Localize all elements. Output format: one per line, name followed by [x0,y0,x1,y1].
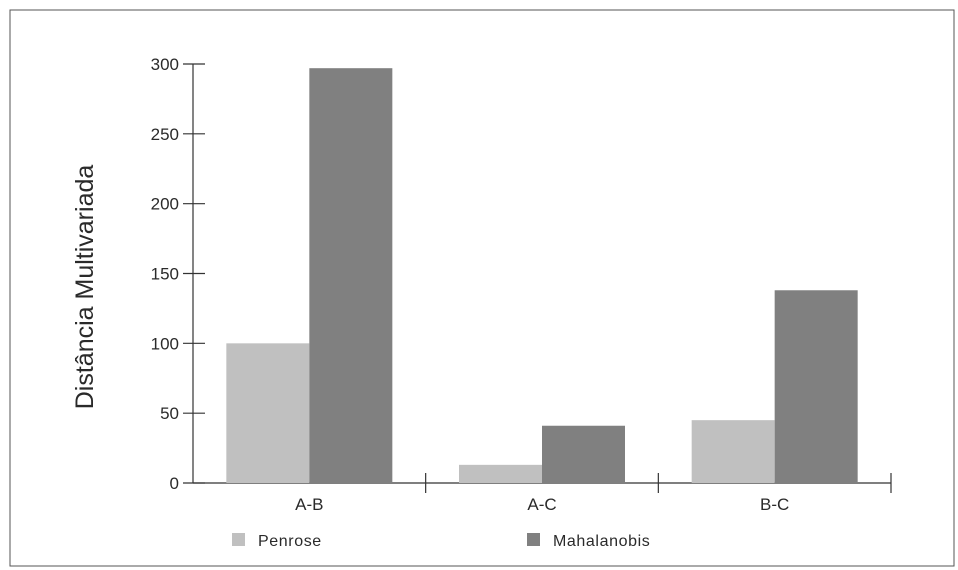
y-tick-label: 150 [151,265,179,284]
legend-label-penrose: Penrose [258,533,322,550]
legend: Penrose Mahalanobis [232,533,650,550]
y-axis-label: Distância Multivariada [71,165,99,410]
plot-area: 0 50 100 150 200 250 300 A-B A-C B-C [151,55,892,514]
legend-swatch-mahalanobis [527,533,540,546]
legend-label-mahalanobis: Mahalanobis [553,533,650,550]
x-tick-label: A-C [527,495,556,514]
y-tick-label: 200 [151,195,179,214]
y-tick-label: 100 [151,334,179,353]
y-tick-label: 300 [151,55,179,74]
bar-mahalanobis-a-c [542,425,625,483]
bar-penrose-a-c [459,464,542,483]
x-tick-label: A-B [295,495,323,514]
x-tick-label: B-C [760,495,789,514]
legend-swatch-penrose [232,533,245,546]
y-tick-label: 0 [170,474,179,493]
y-tick-label: 250 [151,125,179,144]
bar-mahalanobis-a-b [309,68,393,483]
bar-mahalanobis-b-c [774,290,858,483]
bar-penrose-a-b [226,343,310,483]
bar-penrose-b-c [691,420,775,483]
y-tick-label: 50 [160,404,179,423]
